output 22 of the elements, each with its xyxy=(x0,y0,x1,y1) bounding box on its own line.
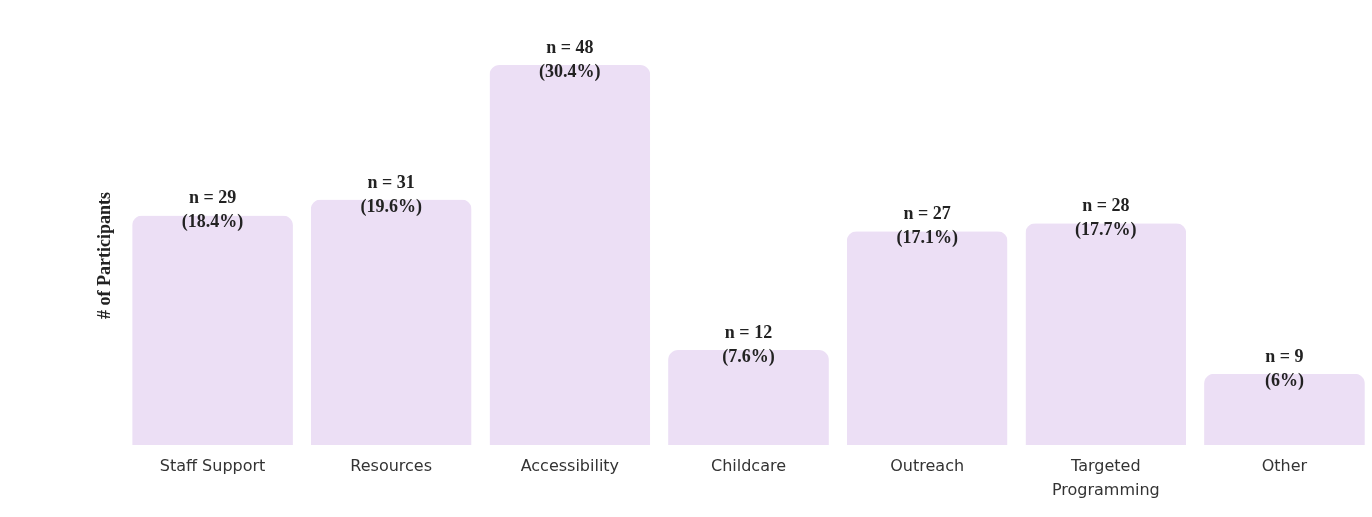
data-label: n = 31 (19.6%) xyxy=(360,171,422,217)
bar xyxy=(846,231,1008,445)
data-label: n = 29 (18.4%) xyxy=(181,187,244,233)
x-tick-label: Childcare xyxy=(710,455,787,475)
y-axis-title: # of Participants xyxy=(93,192,114,319)
bar xyxy=(132,215,293,445)
bar xyxy=(489,65,651,445)
bar xyxy=(668,350,829,445)
data-label: n = 12 (7.6%) xyxy=(722,322,775,367)
bar xyxy=(1025,223,1187,445)
bar xyxy=(310,199,472,445)
data-label: n = 27 (17.1%) xyxy=(896,203,958,249)
bar xyxy=(1204,373,1365,445)
data-label: n = 9 (6%) xyxy=(1264,345,1304,391)
x-tick-label: Other xyxy=(1261,455,1308,475)
x-tick-label: Outreach xyxy=(890,455,965,475)
data-label: n = 28 (17.7%) xyxy=(1075,195,1137,241)
data-label: n = 48 (30.4%) xyxy=(539,37,601,82)
x-tick-label: Staff Support xyxy=(159,455,266,475)
x-tick-label: Accessibility xyxy=(520,455,620,475)
x-tick-label: Resources xyxy=(350,455,433,475)
x-tick-label: Targeted Programming xyxy=(1051,455,1160,499)
